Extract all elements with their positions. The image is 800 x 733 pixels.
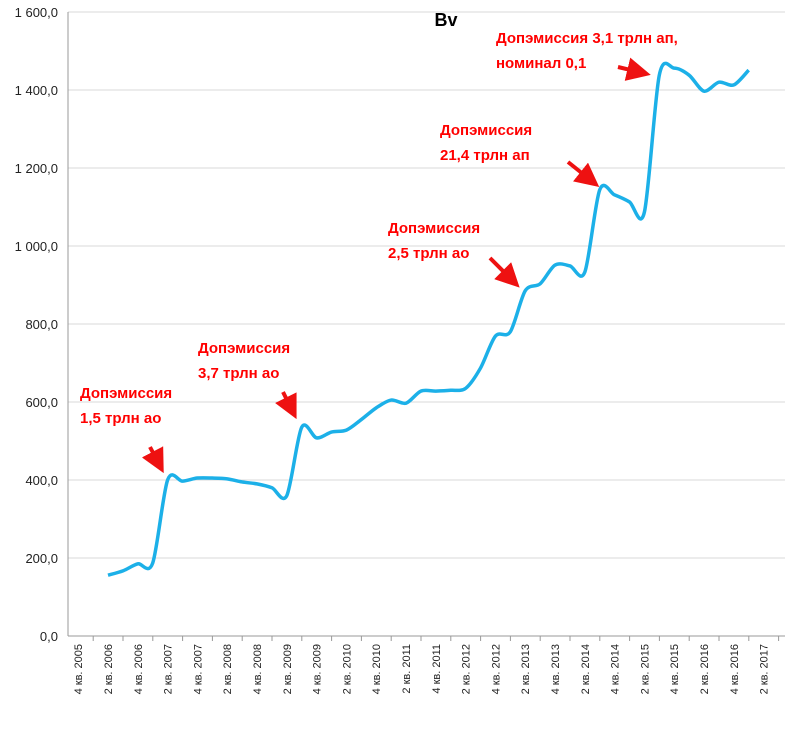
x-tick-label: 2 кв. 2010 [341, 644, 353, 694]
x-tick-label: 2 кв. 2007 [163, 644, 175, 694]
annotation: Допэмиссия 3,1 трлн ап, [496, 30, 678, 47]
x-tick-label: 4 кв. 2011 [431, 644, 443, 694]
x-tick-label: 2 кв. 2013 [520, 644, 532, 694]
x-tick-label: 4 кв. 2016 [729, 644, 741, 694]
x-tick-label: 4 кв. 2008 [252, 644, 264, 694]
x-tick-label: 4 кв. 2005 [73, 644, 85, 694]
y-tick-label: 1 200,0 [15, 161, 58, 176]
arrow [566, 160, 600, 187]
y-tick-label: 200,0 [25, 551, 58, 566]
y-tick-label: 800,0 [25, 317, 58, 332]
x-tick-label: 2 кв. 2006 [103, 644, 115, 694]
x-tick-label: 2 кв. 2008 [222, 644, 234, 694]
annotation: 3,7 трлн ао [198, 365, 279, 382]
x-tick-label: 2 кв. 2012 [461, 644, 473, 694]
annotation: номинал 0,1 [496, 55, 586, 72]
x-tick-label: 4 кв. 2009 [312, 644, 324, 694]
x-tick-label: 2 кв. 2017 [759, 644, 771, 694]
x-tick-label: 2 кв. 2009 [282, 644, 294, 694]
x-tick-label: 4 кв. 2006 [133, 644, 145, 694]
chart-title: Bv [434, 10, 457, 30]
x-tick-label: 4 кв. 2013 [550, 644, 562, 694]
annotation: Допэмиссия [388, 220, 480, 237]
arrows [141, 57, 651, 474]
x-tick-label: 4 кв. 2007 [192, 644, 204, 694]
y-tick-label: 600,0 [25, 395, 58, 410]
x-tick-label: 2 кв. 2014 [580, 644, 592, 694]
y-tick-label: 1 600,0 [15, 5, 58, 20]
x-tick-label: 4 кв. 2014 [610, 644, 622, 694]
y-tick-label: 0,0 [40, 629, 58, 644]
arrow [141, 446, 164, 474]
plot: 0,0 200,0 400,0 600,0 800,0 1 000,0 1 200,0 1 4… [15, 5, 785, 694]
x-tick-label: 2 кв. 2011 [401, 644, 413, 694]
annotation: Допэмиссия [80, 385, 172, 402]
annotation: Допэмиссия [198, 340, 290, 357]
x-tick-label: 4 кв. 2012 [490, 644, 502, 694]
x-tick-label: 4 кв. 2010 [371, 644, 383, 694]
x-tick-label: 2 кв. 2015 [639, 644, 651, 694]
arrow [488, 256, 520, 288]
x-tick-label: 2 кв. 2016 [699, 644, 711, 694]
x-tick-label: 4 кв. 2015 [669, 644, 681, 694]
y-tick-label: 400,0 [25, 473, 58, 488]
annotation: 2,5 трлн ао [388, 245, 469, 262]
annotation: 1,5 трлн ао [80, 410, 161, 427]
y-tick-label: 1 000,0 [15, 239, 58, 254]
series-line [107, 61, 750, 577]
annotation: Допэмиссия [440, 122, 532, 139]
annotation: 21,4 трлн ап [440, 147, 530, 164]
y-tick-label: 1 400,0 [15, 83, 58, 98]
arrow [275, 391, 297, 420]
arrow [617, 57, 651, 81]
